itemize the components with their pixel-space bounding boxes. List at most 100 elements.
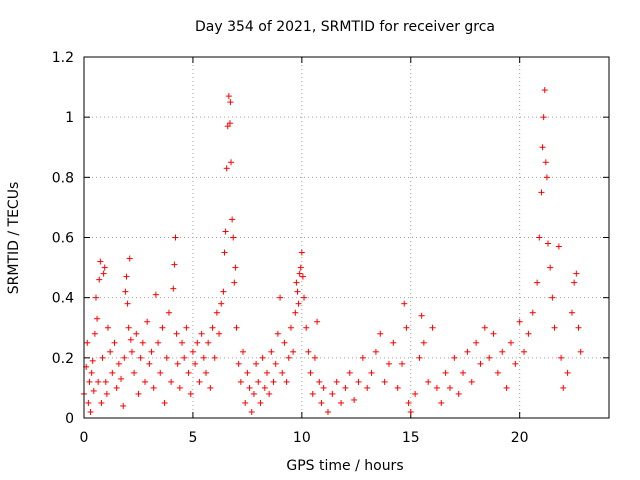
- data-point: [399, 360, 406, 367]
- data-point: [100, 270, 107, 277]
- data-point: [521, 348, 528, 355]
- data-point: [270, 378, 277, 385]
- data-point: [253, 360, 260, 367]
- plot-frame: [83, 56, 610, 419]
- data-point: [416, 354, 423, 361]
- data-point: [295, 300, 302, 307]
- data-point: [338, 399, 345, 406]
- data-point: [121, 354, 128, 361]
- data-point: [207, 384, 214, 391]
- data-points: [81, 87, 584, 415]
- data-point: [198, 330, 205, 337]
- data-point: [368, 369, 375, 376]
- data-point: [442, 369, 449, 376]
- data-point: [146, 360, 153, 367]
- data-point: [163, 354, 170, 361]
- data-point: [102, 378, 109, 385]
- data-point: [539, 144, 546, 151]
- grid-lines: [84, 57, 609, 418]
- data-point: [95, 378, 102, 385]
- data-point: [165, 309, 172, 316]
- data-point: [405, 399, 412, 406]
- data-point: [255, 378, 262, 385]
- data-point: [99, 354, 106, 361]
- data-point: [230, 234, 237, 241]
- data-point: [127, 336, 134, 343]
- data-point: [171, 261, 178, 268]
- data-point: [179, 339, 186, 346]
- data-point: [226, 120, 233, 127]
- data-point: [94, 315, 101, 322]
- data-point: [86, 378, 93, 385]
- data-point: [540, 114, 547, 121]
- data-point: [98, 399, 105, 406]
- data-point: [209, 324, 216, 331]
- data-point: [261, 384, 268, 391]
- data-point: [403, 324, 410, 331]
- y-tick-label: 0.8: [52, 170, 74, 186]
- data-point: [351, 396, 358, 403]
- x-tick-label: 15: [402, 430, 420, 446]
- data-point: [433, 384, 440, 391]
- data-point: [97, 258, 104, 265]
- data-point: [183, 324, 190, 331]
- data-point: [131, 369, 138, 376]
- data-point: [486, 354, 493, 361]
- y-axis-label: SRMTID / TECUs: [6, 182, 22, 295]
- x-tick-label: 20: [511, 430, 529, 446]
- data-point: [235, 360, 242, 367]
- data-point: [293, 279, 300, 286]
- data-point: [233, 324, 240, 331]
- data-point: [150, 384, 157, 391]
- data-point: [161, 399, 168, 406]
- data-point: [316, 378, 323, 385]
- y-tick-label: 0.6: [52, 231, 74, 247]
- data-point: [88, 369, 95, 376]
- data-point: [115, 360, 122, 367]
- data-point: [229, 216, 236, 223]
- data-point: [202, 369, 209, 376]
- data-point: [148, 348, 155, 355]
- x-tick-label: 10: [293, 430, 311, 446]
- data-point: [144, 318, 151, 325]
- data-point: [277, 294, 284, 301]
- data-point: [139, 339, 146, 346]
- data-point: [187, 390, 194, 397]
- data-point: [126, 255, 133, 262]
- x-axis-label: GPS time / hours: [286, 458, 403, 474]
- data-point: [84, 339, 91, 346]
- data-point: [118, 375, 125, 382]
- data-point: [564, 369, 571, 376]
- data-point: [309, 390, 316, 397]
- data-point: [460, 369, 467, 376]
- data-point: [547, 264, 554, 271]
- data-point: [545, 240, 552, 247]
- data-point: [299, 273, 306, 280]
- data-point: [359, 354, 366, 361]
- data-point: [438, 399, 445, 406]
- data-point: [297, 264, 304, 271]
- data-point: [490, 330, 497, 337]
- data-point: [285, 354, 292, 361]
- data-point: [124, 300, 131, 307]
- data-point: [477, 360, 484, 367]
- data-point: [529, 309, 536, 316]
- data-point: [575, 324, 582, 331]
- data-point: [385, 360, 392, 367]
- data-point: [543, 174, 550, 181]
- data-point: [534, 279, 541, 286]
- data-point: [560, 384, 567, 391]
- data-point: [228, 159, 235, 166]
- data-point: [231, 279, 238, 286]
- data-point: [412, 390, 419, 397]
- data-point: [152, 291, 159, 298]
- data-point: [390, 339, 397, 346]
- data-point: [123, 273, 130, 280]
- data-point: [558, 354, 565, 361]
- data-point: [577, 348, 584, 355]
- data-point: [407, 408, 414, 415]
- data-point: [227, 99, 234, 106]
- data-point: [268, 348, 275, 355]
